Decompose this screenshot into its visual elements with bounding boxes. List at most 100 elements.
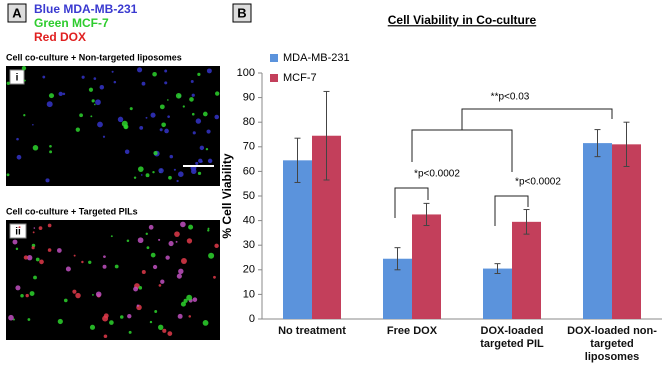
cell-dot bbox=[16, 137, 19, 141]
cell-dot bbox=[49, 150, 53, 154]
cell-dot bbox=[137, 237, 144, 244]
cell-dot bbox=[103, 334, 108, 339]
cell-dot bbox=[99, 85, 105, 90]
cell-dot bbox=[199, 145, 205, 151]
cell-dot bbox=[207, 229, 210, 232]
cell-dot bbox=[120, 315, 124, 319]
y-tick-label: 20 bbox=[243, 264, 255, 276]
x-tick-label: No treatment bbox=[278, 325, 346, 337]
cell-dot bbox=[127, 314, 132, 319]
cell-dot bbox=[176, 273, 182, 279]
image-caption: Cell co-culture + Non-targeted liposomes bbox=[6, 52, 182, 62]
legend-swatch bbox=[270, 54, 278, 62]
cell-dot bbox=[117, 116, 124, 123]
cell-dot bbox=[27, 318, 31, 321]
cell-dot bbox=[205, 147, 209, 151]
cell-dot bbox=[47, 248, 52, 252]
cell-dot bbox=[159, 128, 163, 132]
stain-legend: Green MCF-7 bbox=[34, 16, 109, 30]
cell-dot bbox=[97, 121, 103, 128]
cell-dot bbox=[32, 231, 35, 234]
x-tick-label: DOX-loaded targeted PIL bbox=[480, 325, 544, 350]
cell-dot bbox=[81, 75, 85, 79]
cell-dot bbox=[186, 238, 193, 244]
y-tick-label: 60 bbox=[243, 165, 255, 177]
cell-dot bbox=[89, 324, 96, 330]
cell-dot bbox=[23, 114, 26, 117]
cell-dot bbox=[148, 224, 154, 230]
cell-dot bbox=[152, 71, 157, 77]
cell-dot bbox=[180, 258, 187, 265]
cell-dot bbox=[167, 115, 170, 119]
cell-dot bbox=[91, 99, 95, 103]
cell-dot bbox=[177, 313, 183, 319]
cell-dot bbox=[8, 314, 14, 321]
chart-title: Cell Viability in Co-culture bbox=[388, 13, 537, 27]
significance-label: **p<0.03 bbox=[491, 92, 530, 103]
cell-dot bbox=[63, 298, 68, 303]
error-bar bbox=[494, 263, 501, 274]
y-tick-label: 10 bbox=[243, 288, 255, 300]
bar bbox=[412, 214, 441, 319]
cell-dot bbox=[75, 127, 80, 132]
cell-dot bbox=[133, 176, 137, 179]
legend-label: MCF-7 bbox=[283, 72, 317, 84]
cell-dot bbox=[48, 93, 55, 99]
cell-dot bbox=[12, 239, 18, 245]
cell-dot bbox=[158, 167, 164, 174]
cell-dot bbox=[197, 171, 202, 175]
cell-dot bbox=[153, 150, 158, 156]
cell-dot bbox=[149, 320, 153, 324]
cell-dot bbox=[195, 118, 202, 124]
cell-dot bbox=[32, 145, 39, 151]
cell-dot bbox=[38, 226, 43, 231]
cell-dot bbox=[109, 320, 114, 325]
significance-bracket bbox=[411, 108, 613, 172]
cell-dot bbox=[102, 264, 107, 269]
cell-dot bbox=[207, 227, 210, 230]
cell-dot bbox=[136, 304, 140, 307]
cell-dot bbox=[33, 227, 36, 229]
cell-dot bbox=[146, 246, 150, 250]
cell-dot bbox=[33, 275, 37, 280]
cell-dot bbox=[39, 259, 44, 265]
cell-dot bbox=[90, 115, 93, 118]
cell-dot bbox=[197, 72, 201, 76]
error-bar bbox=[523, 209, 530, 235]
cell-dot bbox=[168, 175, 172, 180]
cell-dot bbox=[188, 315, 192, 318]
y-tick-label: 70 bbox=[243, 141, 255, 153]
cell-dot bbox=[192, 131, 196, 135]
cell-dot bbox=[31, 246, 35, 250]
cell-dot bbox=[191, 112, 195, 116]
cell-dot bbox=[58, 91, 63, 97]
cell-dot bbox=[15, 285, 21, 291]
cell-dot bbox=[124, 149, 130, 154]
cell-dot bbox=[102, 315, 109, 322]
cell-dot bbox=[88, 87, 94, 92]
cell-dot bbox=[139, 125, 144, 130]
cell-dot bbox=[57, 318, 63, 325]
cell-dot bbox=[29, 291, 35, 296]
cell-dot bbox=[145, 116, 148, 119]
cell-dot bbox=[126, 239, 130, 242]
cell-dot bbox=[169, 154, 174, 159]
significance-label: *p<0.0002 bbox=[414, 169, 460, 180]
cell-dot bbox=[113, 80, 117, 84]
cell-dot bbox=[73, 254, 76, 257]
y-axis-label: % Cell Viability bbox=[220, 153, 234, 238]
cell-dot bbox=[174, 231, 180, 237]
image-tag: ii bbox=[15, 227, 21, 238]
cell-dot bbox=[191, 93, 195, 97]
cell-dot bbox=[158, 324, 164, 330]
cell-dot bbox=[26, 255, 33, 261]
cell-dot bbox=[18, 226, 21, 229]
cell-dot bbox=[180, 221, 186, 228]
cell-dot bbox=[110, 235, 113, 238]
error-bar bbox=[394, 247, 401, 271]
cell-dot bbox=[167, 99, 169, 101]
cell-dot bbox=[190, 79, 194, 83]
cell-dot bbox=[176, 179, 179, 183]
panel-label: A bbox=[12, 5, 22, 20]
bar bbox=[483, 268, 512, 319]
